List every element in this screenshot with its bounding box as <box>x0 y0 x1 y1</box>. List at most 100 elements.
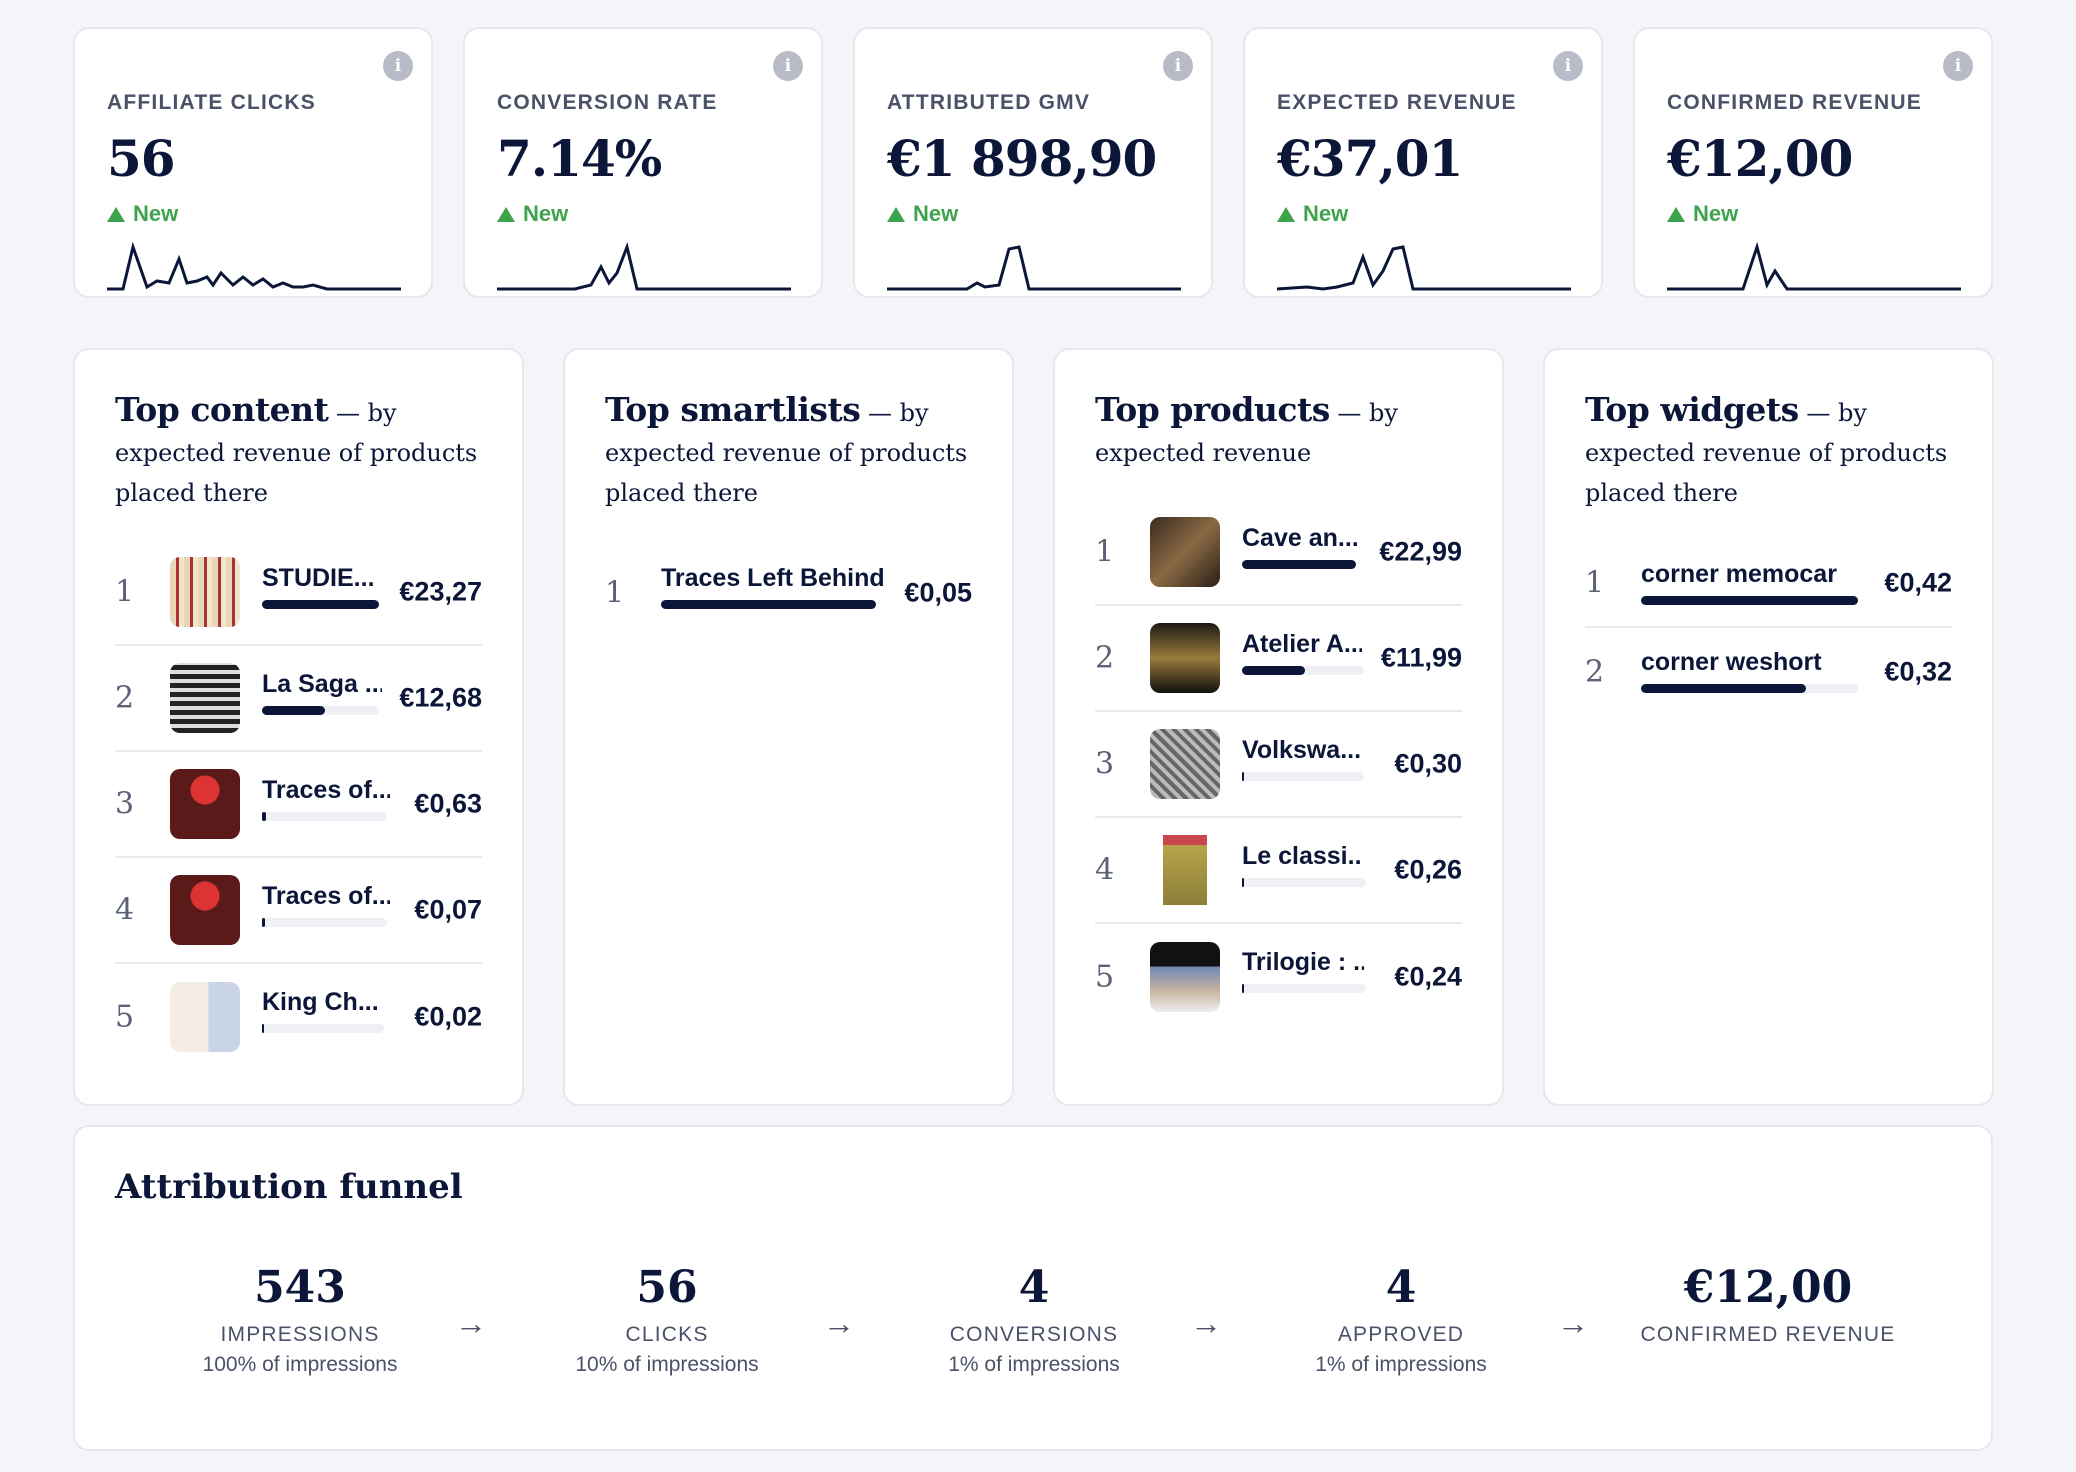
stage-percent: 10% of impressions <box>575 1353 759 1376</box>
sparkline <box>107 241 401 291</box>
kpi-card-confirmed-revenue: CONFIRMED REVENUE i €12,00 New <box>1633 27 1993 298</box>
kpi-value: €12,00 <box>1667 129 1853 188</box>
row-name: Le classi... <box>1242 842 1362 870</box>
info-icon[interactable]: i <box>1553 51 1583 81</box>
arrow-right-icon: → <box>455 1305 487 1341</box>
trend-up-icon <box>887 206 905 222</box>
row-name: corner weshort <box>1641 648 1822 676</box>
info-icon[interactable]: i <box>773 51 803 81</box>
panel-title: Top products — by expected revenue <box>1095 390 1398 467</box>
list-item[interactable]: 2 corner weshort €0,32 <box>1585 628 1952 716</box>
row-value: €11,99 <box>1380 642 1462 673</box>
sparkline <box>1667 241 1961 291</box>
kpi-label: AFFILIATE CLICKS <box>107 91 316 114</box>
rank: 1 <box>605 575 625 611</box>
list-item[interactable]: 1 Traces Left Behind €0,05 <box>605 540 972 646</box>
attribution-funnel-card: Attribution funnel 543 IMPRESSIONS 100% … <box>73 1125 1993 1451</box>
stage-value: 56 <box>636 1262 698 1313</box>
kpi-label: EXPECTED REVENUE <box>1277 91 1517 114</box>
rank: 2 <box>1585 654 1605 690</box>
list-item[interactable]: 1 STUDIE... €23,27 <box>115 540 482 646</box>
list-item[interactable]: 4 Traces of... €0,07 <box>115 858 482 964</box>
top-content-card: Top content — by expected revenue of pro… <box>73 348 524 1106</box>
product-thumbnail <box>1150 623 1220 693</box>
list-item[interactable]: 2 Atelier A... €11,99 <box>1095 606 1462 712</box>
top-widgets-list: 1 corner memocar €0,42 2 corner weshort … <box>1585 540 1952 716</box>
stage-label: APPROVED <box>1337 1323 1465 1346</box>
list-item[interactable]: 1 Cave an... €22,99 <box>1095 500 1462 606</box>
kpi-label: CONVERSION RATE <box>497 91 718 114</box>
row-value: €0,02 <box>414 1001 482 1032</box>
row-value: €0,30 <box>1394 748 1462 779</box>
kpi-delta: New <box>887 201 958 227</box>
list-item[interactable]: 3 Volkswa... €0,30 <box>1095 712 1462 818</box>
list-item[interactable]: 1 corner memocar €0,42 <box>1585 540 1952 628</box>
list-item[interactable]: 4 Le classi... €0,26 <box>1095 818 1462 924</box>
stage-percent: 100% of impressions <box>202 1353 398 1376</box>
info-icon[interactable]: i <box>1163 51 1193 81</box>
list-item[interactable]: 5 Trilogie : ... €0,24 <box>1095 924 1462 1030</box>
funnel-stage-approved: 4 APPROVED 1% of impressions <box>1251 1262 1551 1377</box>
row-name: Volkswa... <box>1242 736 1362 764</box>
list-item[interactable]: 2 La Saga ... €12,68 <box>115 646 482 752</box>
row-name: La Saga ... <box>262 670 382 698</box>
list-item[interactable]: 3 Traces of... €0,63 <box>115 752 482 858</box>
kpi-value: 7.14% <box>497 129 662 188</box>
row-value: €0,24 <box>1394 961 1462 992</box>
row-name: Trilogie : ... <box>1242 948 1364 976</box>
content-thumbnail <box>170 982 240 1052</box>
row-name: Traces of... <box>262 776 390 804</box>
product-thumbnail <box>1150 942 1220 1012</box>
rank: 3 <box>1095 746 1115 782</box>
share-bar <box>1242 666 1364 675</box>
content-thumbnail <box>170 557 240 627</box>
share-bar <box>262 1024 384 1033</box>
share-bar <box>1242 560 1356 569</box>
share-bar <box>262 812 387 821</box>
stage-percent: 1% of impressions <box>948 1353 1120 1376</box>
kpi-value: €37,01 <box>1277 129 1463 188</box>
kpi-label: ATTRIBUTED GMV <box>887 91 1091 114</box>
row-value: €22,99 <box>1379 536 1462 567</box>
kpi-card-affiliate-clicks: AFFILIATE CLICKS i 56 New <box>73 27 433 298</box>
info-icon[interactable]: i <box>383 51 413 81</box>
trend-up-icon <box>497 206 515 222</box>
rank: 3 <box>115 786 135 822</box>
kpi-delta: New <box>1277 201 1348 227</box>
rank: 5 <box>115 999 135 1035</box>
row-value: €0,42 <box>1884 567 1952 598</box>
stage-value: €12,00 <box>1683 1262 1853 1313</box>
row-name: King Ch... <box>262 988 379 1016</box>
kpi-card-attributed-gmv: ATTRIBUTED GMV i €1 898,90 New <box>853 27 1213 298</box>
arrow-right-icon: → <box>823 1305 855 1341</box>
stage-label: CLICKS <box>625 1323 709 1346</box>
rank: 1 <box>1585 565 1605 601</box>
rank: 1 <box>1095 534 1115 570</box>
share-bar <box>1641 684 1858 693</box>
list-item[interactable]: 5 King Ch... €0,02 <box>115 964 482 1070</box>
rank: 2 <box>1095 640 1115 676</box>
share-bar <box>1242 984 1366 993</box>
top-content-list: 1 STUDIE... €23,27 2 La Saga ... €12,68 … <box>115 540 482 1070</box>
top-products-list: 1 Cave an... €22,99 2 Atelier A... €11,9… <box>1095 500 1462 1030</box>
product-thumbnail <box>1150 835 1220 905</box>
row-name: Cave an... <box>1242 524 1359 552</box>
row-value: €0,32 <box>1884 656 1952 687</box>
stage-label: CONVERSIONS <box>949 1323 1119 1346</box>
trend-up-icon <box>1667 206 1685 222</box>
stage-value: 4 <box>1385 1262 1417 1313</box>
row-value: €0,26 <box>1394 854 1462 885</box>
trend-up-icon <box>107 206 125 222</box>
kpi-value: 56 <box>107 129 176 188</box>
stage-percent: 1% of impressions <box>1315 1353 1487 1376</box>
kpi-label: CONFIRMED REVENUE <box>1667 91 1922 114</box>
info-icon[interactable]: i <box>1943 51 1973 81</box>
row-name: Atelier A... <box>1242 630 1362 658</box>
row-value: €0,05 <box>904 577 972 608</box>
share-bar <box>262 600 379 609</box>
rank: 2 <box>115 680 135 716</box>
rank: 4 <box>1095 852 1115 888</box>
panel-title: Top widgets — by expected revenue of pro… <box>1585 390 1948 507</box>
kpi-value: €1 898,90 <box>887 129 1157 188</box>
stage-value: 4 <box>1018 1262 1050 1313</box>
